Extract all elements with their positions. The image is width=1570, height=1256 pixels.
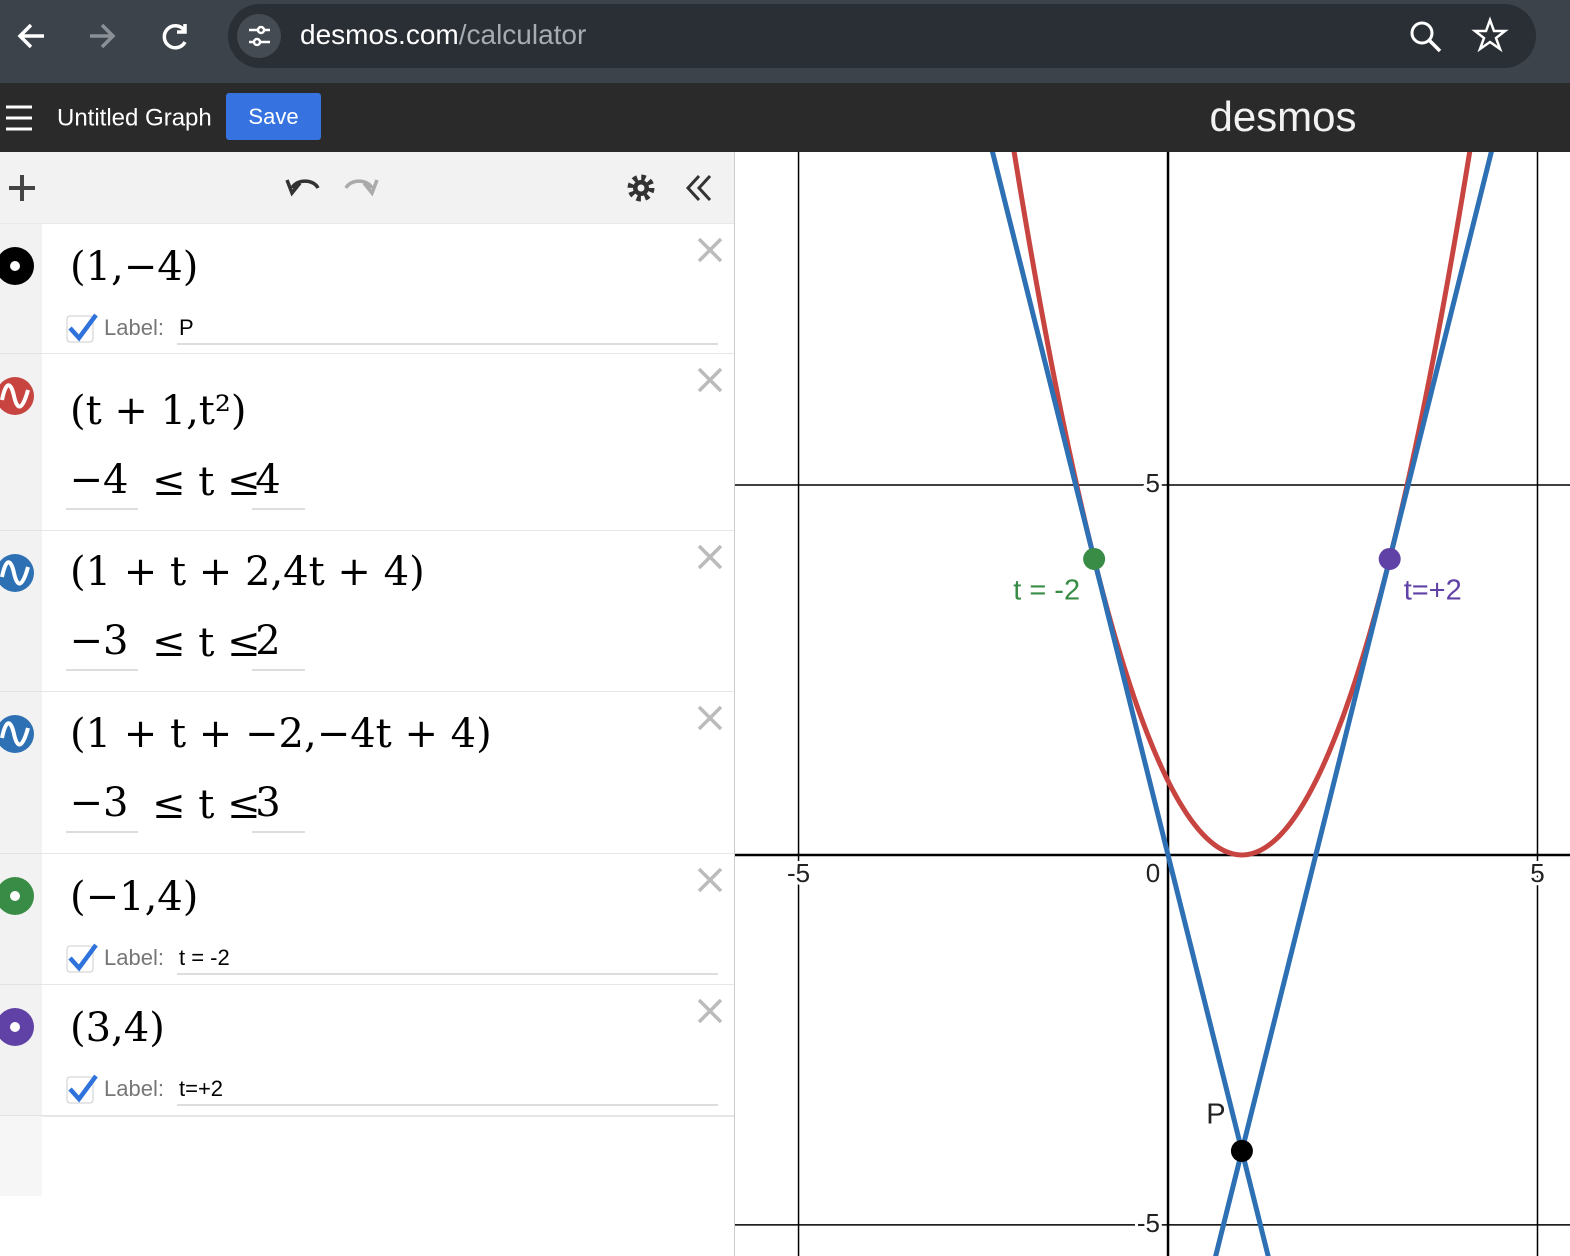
back-button[interactable] [17,23,44,49]
point[interactable] [1230,1139,1253,1162]
icon-wave [0,721,30,747]
checkmark [68,1074,98,1103]
t-min[interactable]: −4 [70,457,129,503]
expression-math: (1 + t + −2,−4t + 4) [70,711,492,757]
address-bar[interactable] [228,4,1536,68]
url: desmos.com/calculator [300,19,586,50]
expression-math: (1 + t + 2,4t + 4) [70,549,425,595]
label-prefix: Label: [104,1076,164,1101]
collapse-button[interactable] [685,174,712,202]
point[interactable] [1378,547,1401,570]
expression-row [0,985,735,1116]
icon-wave [0,383,30,409]
bound-text: ≤ t ≤ [152,459,261,505]
label-input[interactable]: t=+2 [179,1076,223,1101]
desmos-logo: desmos [1209,93,1356,140]
expression-row [0,854,735,985]
expression-math: (3,4) [70,1005,165,1051]
url-path: /calculator [459,19,587,50]
save-label: Save [248,104,298,129]
t-max[interactable]: 3 [255,780,280,826]
x-tick-label: 5 [1530,858,1544,888]
t-max[interactable]: 4 [255,457,280,503]
checkmark [68,943,98,972]
point[interactable] [1083,547,1106,570]
label-prefix: Label: [104,315,164,340]
graph-title[interactable]: Untitled Graph [57,104,212,131]
expression-row [0,354,735,531]
delete-button[interactable] [697,544,723,570]
point-label: t = -2 [1013,575,1080,607]
point-label: P [1206,1099,1225,1131]
site-info-glyph [256,25,266,35]
parametric-curve [1011,152,1473,858]
expression-row [0,224,735,354]
t-min[interactable]: −3 [70,780,129,826]
bound-text: ≤ t ≤ [152,782,261,828]
delete-button[interactable] [697,705,723,731]
delete-button[interactable] [697,867,723,893]
icon-dot [10,1022,20,1032]
icon-dot [10,891,20,901]
url-host: desmos.com [300,19,459,50]
redo-button[interactable] [344,179,379,197]
row-gutter [0,854,42,985]
menu-button[interactable] [6,105,32,131]
parametric-curve [1213,152,1494,1256]
label-checkbox[interactable] [66,1076,94,1104]
checkmark [68,313,98,342]
zoom-icon [1427,38,1442,53]
graph-paper: Pt = -2 t=+2 -5 0 5 -5 5 [735,152,1570,1256]
expression-row [0,692,735,854]
reload-button[interactable] [162,24,187,50]
settings-button[interactable] [627,174,655,202]
x-tick-label: 0 [1146,858,1160,888]
site-info-glyph [252,37,262,47]
y-tick-label: -5 [1137,1208,1160,1238]
bookmark-icon[interactable] [1471,16,1509,53]
delete-button[interactable] [697,367,723,393]
x-tick-label: -5 [787,858,810,888]
point-label: t=+2 [1404,575,1462,607]
label-input[interactable]: t = -2 [179,945,230,970]
label-prefix: Label: [104,945,164,970]
save-button[interactable] [226,93,321,140]
forward-button[interactable] [90,23,116,49]
expression-row [0,531,735,692]
zoom-icon[interactable] [1410,21,1434,45]
row-gutter [0,224,42,354]
label-input[interactable]: P [179,315,194,340]
y-tick-label: 5 [1146,468,1160,498]
expression-math: (t + 1,t²) [70,388,247,434]
expression-math: (1,−4) [70,244,198,290]
icon-wave [0,560,30,586]
delete-button[interactable] [697,998,723,1024]
delete-button[interactable] [697,237,723,263]
settings-glyph [637,184,645,192]
icon-dot [10,261,20,271]
site-info-icon[interactable] [237,14,281,58]
gutter-tail [0,1116,42,1196]
undo-button[interactable] [285,179,320,197]
add-button[interactable] [9,175,35,201]
expression-math: (−1,4) [70,874,198,920]
expression-list: (1,−4)Label: P(t + 1,t²)−4 ≤ t ≤4(1 + t + … [0,224,735,1196]
label-checkbox[interactable] [66,945,94,973]
site-info-glyph [249,28,270,44]
graph-background [735,152,1570,1256]
t-max[interactable]: 2 [255,618,280,664]
label-checkbox[interactable] [66,315,94,343]
bound-text: ≤ t ≤ [152,620,261,666]
t-min[interactable]: −3 [70,618,129,664]
row-gutter [0,985,42,1116]
